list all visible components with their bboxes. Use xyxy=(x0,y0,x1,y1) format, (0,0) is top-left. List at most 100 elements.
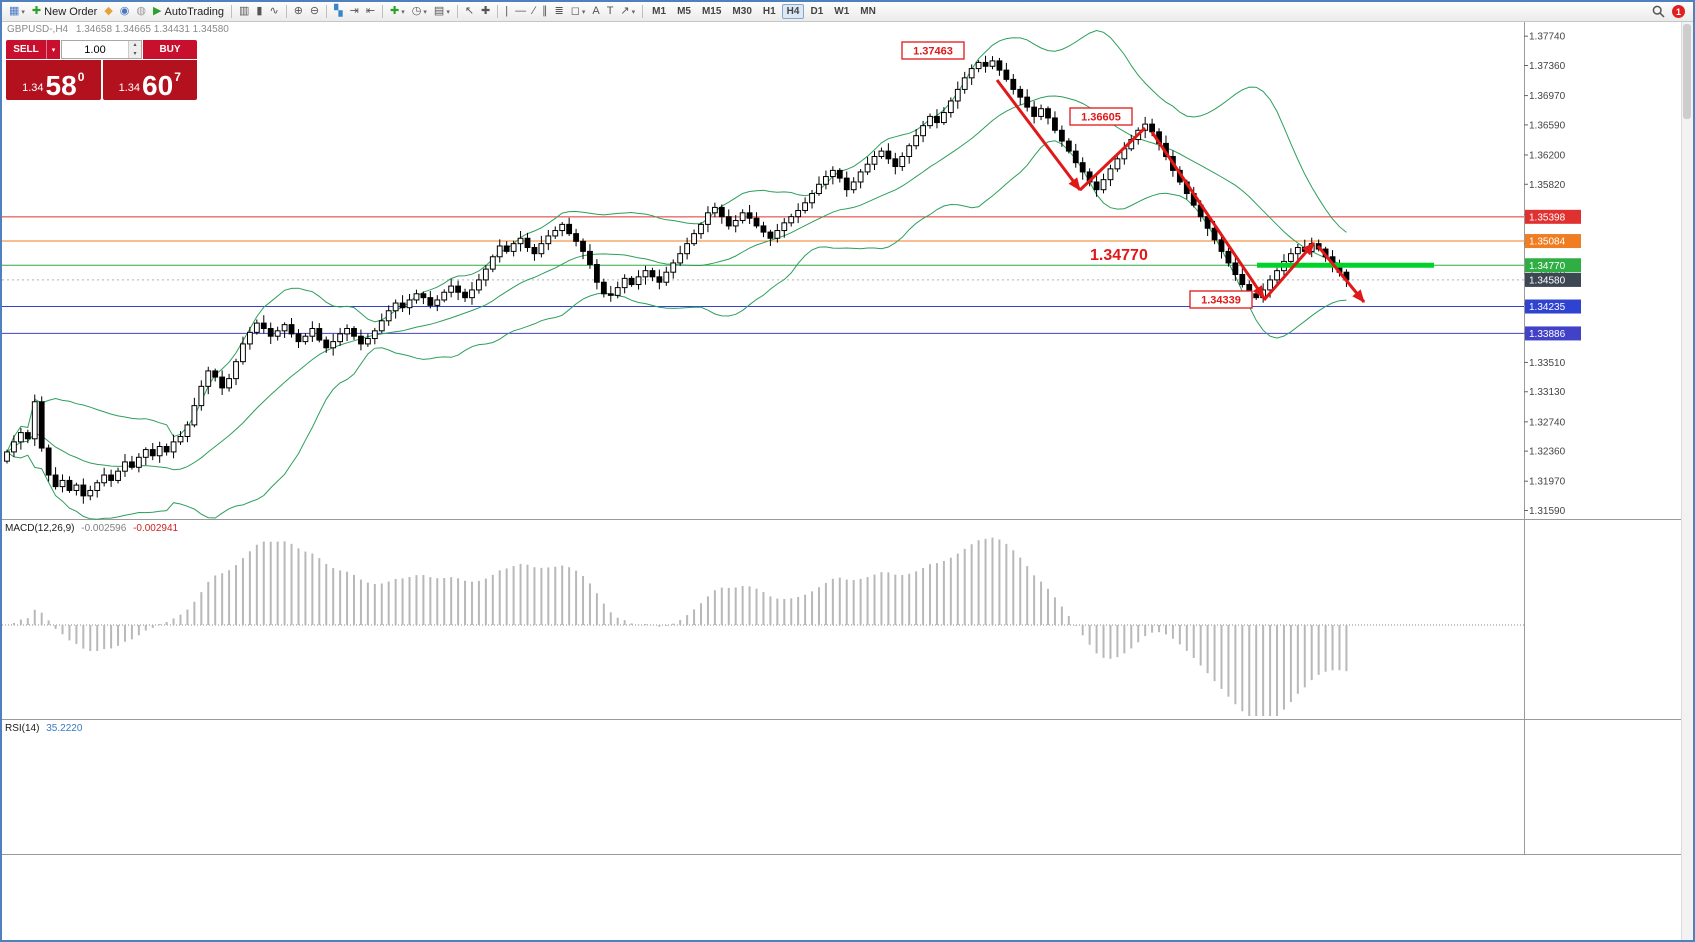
timeframe-m30[interactable]: M30 xyxy=(732,6,752,17)
fibonacci-icon[interactable]: ≣ xyxy=(551,4,566,20)
tile-windows-icon[interactable]: ▚ xyxy=(331,4,345,20)
timeframe-m5[interactable]: M5 xyxy=(677,6,691,17)
buy-button[interactable]: BUY xyxy=(143,40,197,59)
auto-scroll-icon[interactable]: ⇥ xyxy=(347,4,362,20)
volume-down-button[interactable]: ▾ xyxy=(129,49,141,58)
svg-text:1.35398: 1.35398 xyxy=(1529,212,1566,223)
sell-dropdown[interactable]: ▾ xyxy=(46,40,60,59)
rsi-label: RSI(14) 35.2220 xyxy=(5,723,86,734)
timeframe-m1[interactable]: M1 xyxy=(652,6,667,17)
sell-price-base: 1.34 xyxy=(22,82,44,94)
equidistant-channel-icon[interactable]: ∥ xyxy=(539,4,551,20)
vertical-scrollbar[interactable] xyxy=(1681,21,1693,940)
templates-dropdown[interactable]: ▾ xyxy=(446,8,450,16)
chart-shift-icon: ⇤ xyxy=(365,5,376,17)
mql5-community-icon: ◆ xyxy=(104,5,113,17)
macd-main-value: -0.002596 xyxy=(81,523,127,534)
new-chart-dropdown[interactable]: ▾ xyxy=(21,8,25,16)
price-callout-1.37463[interactable]: 1.37463 xyxy=(901,41,965,60)
text-label-icon[interactable]: T xyxy=(604,4,617,20)
macd-signal-value: -0.002941 xyxy=(133,523,179,534)
autotrading-button[interactable]: ▶ AutoTrading xyxy=(150,4,227,20)
sell-button[interactable]: SELL xyxy=(6,40,46,59)
volume-input[interactable] xyxy=(62,41,128,58)
timeframe-m15[interactable]: M15 xyxy=(701,6,722,17)
zoom-out-icon[interactable]: ⊖ xyxy=(307,4,322,20)
candlestick-chart-icon[interactable]: ▮ xyxy=(253,4,265,20)
text-icon[interactable]: A xyxy=(589,4,602,20)
zoom-out-icon: ⊖ xyxy=(309,5,320,17)
timeframe-h1[interactable]: H1 xyxy=(762,6,776,17)
zoom-in-icon[interactable]: ⊕ xyxy=(291,4,306,20)
price-axis-label: 1.35820 xyxy=(1529,180,1566,191)
price-axis-label: 1.32360 xyxy=(1529,447,1566,458)
timeframe-d1[interactable]: D1 xyxy=(810,6,824,17)
line-chart-icon[interactable]: ∿ xyxy=(266,4,281,20)
timeframe-w1[interactable]: W1 xyxy=(834,6,850,17)
buy-price-panel[interactable]: 1.34 60 7 xyxy=(102,60,197,100)
new-chart-icon[interactable]: ▦ ▾ xyxy=(6,4,28,20)
text-label-icon: T xyxy=(606,5,614,17)
buy-price-pip: 7 xyxy=(174,70,181,84)
trendline-icon: ∕ xyxy=(533,5,535,17)
autotrading-icon: ▶ xyxy=(153,5,162,17)
svg-text:1.34770: 1.34770 xyxy=(1529,261,1566,272)
periods-icon[interactable]: ◷ ▾ xyxy=(409,4,430,20)
price-callout-1.34339[interactable]: 1.34339 xyxy=(1189,290,1253,309)
price-callout-1.36605[interactable]: 1.36605 xyxy=(1069,107,1133,126)
arrows-icon: ↗ xyxy=(620,5,630,17)
arrows-icon[interactable]: ↗ ▾ xyxy=(617,4,638,20)
sell-price-panel[interactable]: 1.34 58 0 xyxy=(6,60,101,100)
volume-spinner: ▴ ▾ xyxy=(128,41,141,58)
bollinger-middle xyxy=(6,95,1347,471)
periods-icon: ◷ xyxy=(411,5,422,17)
shapes-dropdown[interactable]: ▾ xyxy=(581,8,586,16)
bar-chart-icon[interactable]: ▥ xyxy=(236,4,252,20)
line-chart-icon: ∿ xyxy=(269,5,279,17)
shapes-icon[interactable]: ◻ ▾ xyxy=(568,4,589,20)
trend-arrow-2[interactable] xyxy=(1078,126,1147,192)
arrows-dropdown[interactable]: ▾ xyxy=(631,8,636,16)
svg-text:1.34235: 1.34235 xyxy=(1529,302,1566,313)
templates-icon[interactable]: ▤ ▾ xyxy=(431,4,453,20)
trend-arrow-4[interactable] xyxy=(1262,242,1316,301)
trend-arrow-3[interactable] xyxy=(1150,131,1266,299)
new-order-button[interactable]: ✚ New Order xyxy=(29,4,100,20)
horizontal-line-icon[interactable]: — xyxy=(512,4,529,20)
trendline-icon[interactable]: ∕ xyxy=(530,4,538,20)
price-axis-label: 1.33510 xyxy=(1529,358,1566,369)
toolbar-separator xyxy=(285,5,287,18)
macd-histogram xyxy=(12,537,1348,716)
timeframe-h4[interactable]: H4 xyxy=(781,4,805,19)
crosshair-icon: ✚ xyxy=(481,5,491,17)
vertical-line-icon[interactable]: | xyxy=(502,4,511,20)
mql5-community-icon[interactable]: ◆ xyxy=(101,4,115,20)
cursor-icon[interactable]: ↖ xyxy=(462,4,477,20)
trend-arrow-5[interactable] xyxy=(1316,245,1366,303)
svg-text:1.37463: 1.37463 xyxy=(913,46,953,58)
level-label-big[interactable]: 1.34770 xyxy=(1090,247,1148,264)
timeframe-mn[interactable]: MN xyxy=(860,6,876,17)
periods-dropdown[interactable]: ▾ xyxy=(423,8,427,16)
trend-arrow-1[interactable] xyxy=(995,79,1082,191)
fibonacci-icon: ≣ xyxy=(554,5,564,17)
indicators-dropdown[interactable]: ▾ xyxy=(401,8,405,16)
toolbar: ▦ ▾ ✚ New Order ◆ ◉ ◍ ▶ AutoTrading ▥ ▮ ∿ ⊕ ⊖ ▚ ⇥ ⇤ ✚ ▾ ◷ ▾ ▤… xyxy=(2,2,1693,22)
svg-text:1.35084: 1.35084 xyxy=(1529,237,1566,248)
price-axis-label: 1.37360 xyxy=(1529,61,1566,72)
indicators-icon[interactable]: ✚ ▾ xyxy=(387,4,408,20)
signals-icon[interactable]: ◍ xyxy=(133,4,149,20)
signals-icon: ◍ xyxy=(136,5,147,17)
crosshair-icon[interactable]: ✚ xyxy=(478,4,493,20)
volume-up-button[interactable]: ▴ xyxy=(129,41,141,50)
market-icon[interactable]: ◉ xyxy=(117,4,133,20)
indicators-icon: ✚ xyxy=(390,5,400,17)
notification-badge[interactable]: 1 xyxy=(1672,5,1685,18)
price-axis-label: 1.32740 xyxy=(1529,417,1566,428)
candlestick-chart-icon: ▮ xyxy=(256,5,263,17)
search-icon[interactable] xyxy=(1652,5,1665,18)
bollinger-upper xyxy=(6,29,1347,453)
scrollbar-thumb[interactable] xyxy=(1683,24,1691,119)
chart-shift-icon[interactable]: ⇤ xyxy=(363,4,378,20)
